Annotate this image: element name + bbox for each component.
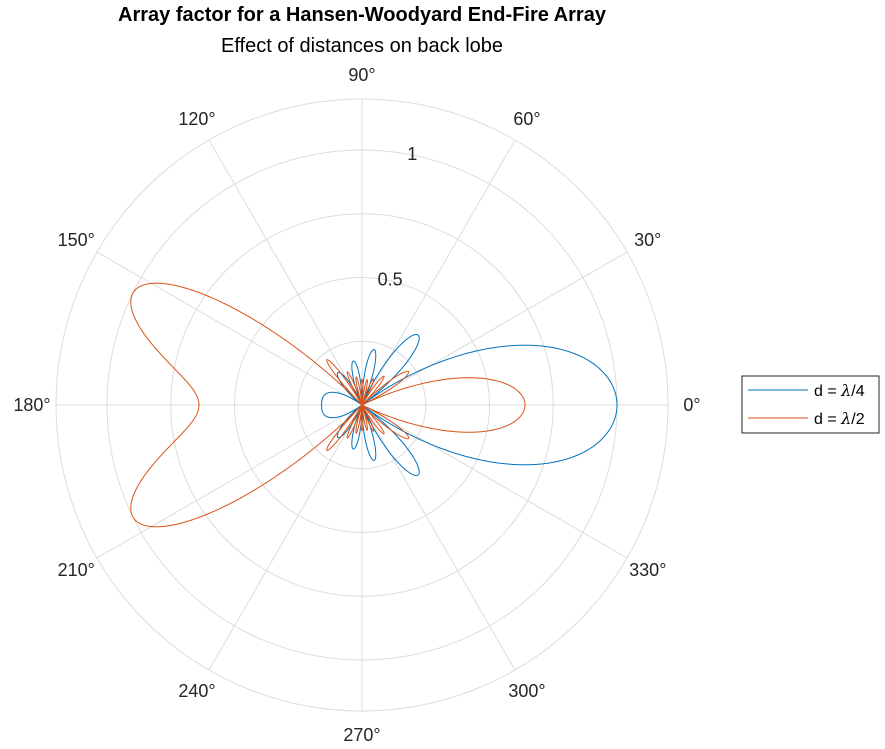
theta-tick-label: 60° — [513, 109, 540, 129]
legend-label-d-quarter: d = λ/4 — [814, 381, 865, 400]
theta-tick-label: 300° — [508, 681, 545, 701]
legend: d = λ/4 d = λ/2 — [741, 375, 880, 434]
grid-spoke — [96, 251, 363, 406]
series-line-d-half — [130, 282, 526, 528]
grid-spoke — [208, 404, 363, 671]
theta-tick-label: 270° — [343, 725, 380, 745]
theta-tick-label: 180° — [13, 395, 50, 415]
chart-title: Array factor for a Hansen-Woodyard End-F… — [118, 4, 607, 26]
grid-spoke — [208, 139, 363, 406]
tick-labels: 0° 30° 60° 90° 120° 150° 180° 210° 240° 270° 300° 3… — [13, 65, 700, 745]
theta-tick-label: 30° — [634, 230, 661, 250]
grid-spoke — [361, 404, 516, 671]
theta-tick-label: 330° — [629, 560, 666, 580]
grid-spoke — [96, 404, 363, 559]
series-line-d-quarter — [321, 334, 618, 476]
r-tick-label: 1 — [407, 144, 417, 164]
theta-tick-label: 90° — [348, 65, 375, 85]
chart-subtitle: Effect of distances on back lobe — [221, 35, 503, 57]
theta-tick-label: 210° — [58, 560, 95, 580]
theta-tick-label: 240° — [178, 681, 215, 701]
grid-spoke — [361, 251, 628, 406]
legend-label-d-half: d = λ/2 — [814, 409, 865, 428]
series-layer — [130, 282, 618, 528]
theta-tick-label: 150° — [58, 230, 95, 250]
theta-tick-label: 0° — [683, 395, 700, 415]
grid-spoke — [361, 404, 628, 559]
theta-tick-label: 120° — [178, 109, 215, 129]
legend-box — [741, 375, 880, 434]
r-tick-label: 0.5 — [378, 269, 403, 289]
